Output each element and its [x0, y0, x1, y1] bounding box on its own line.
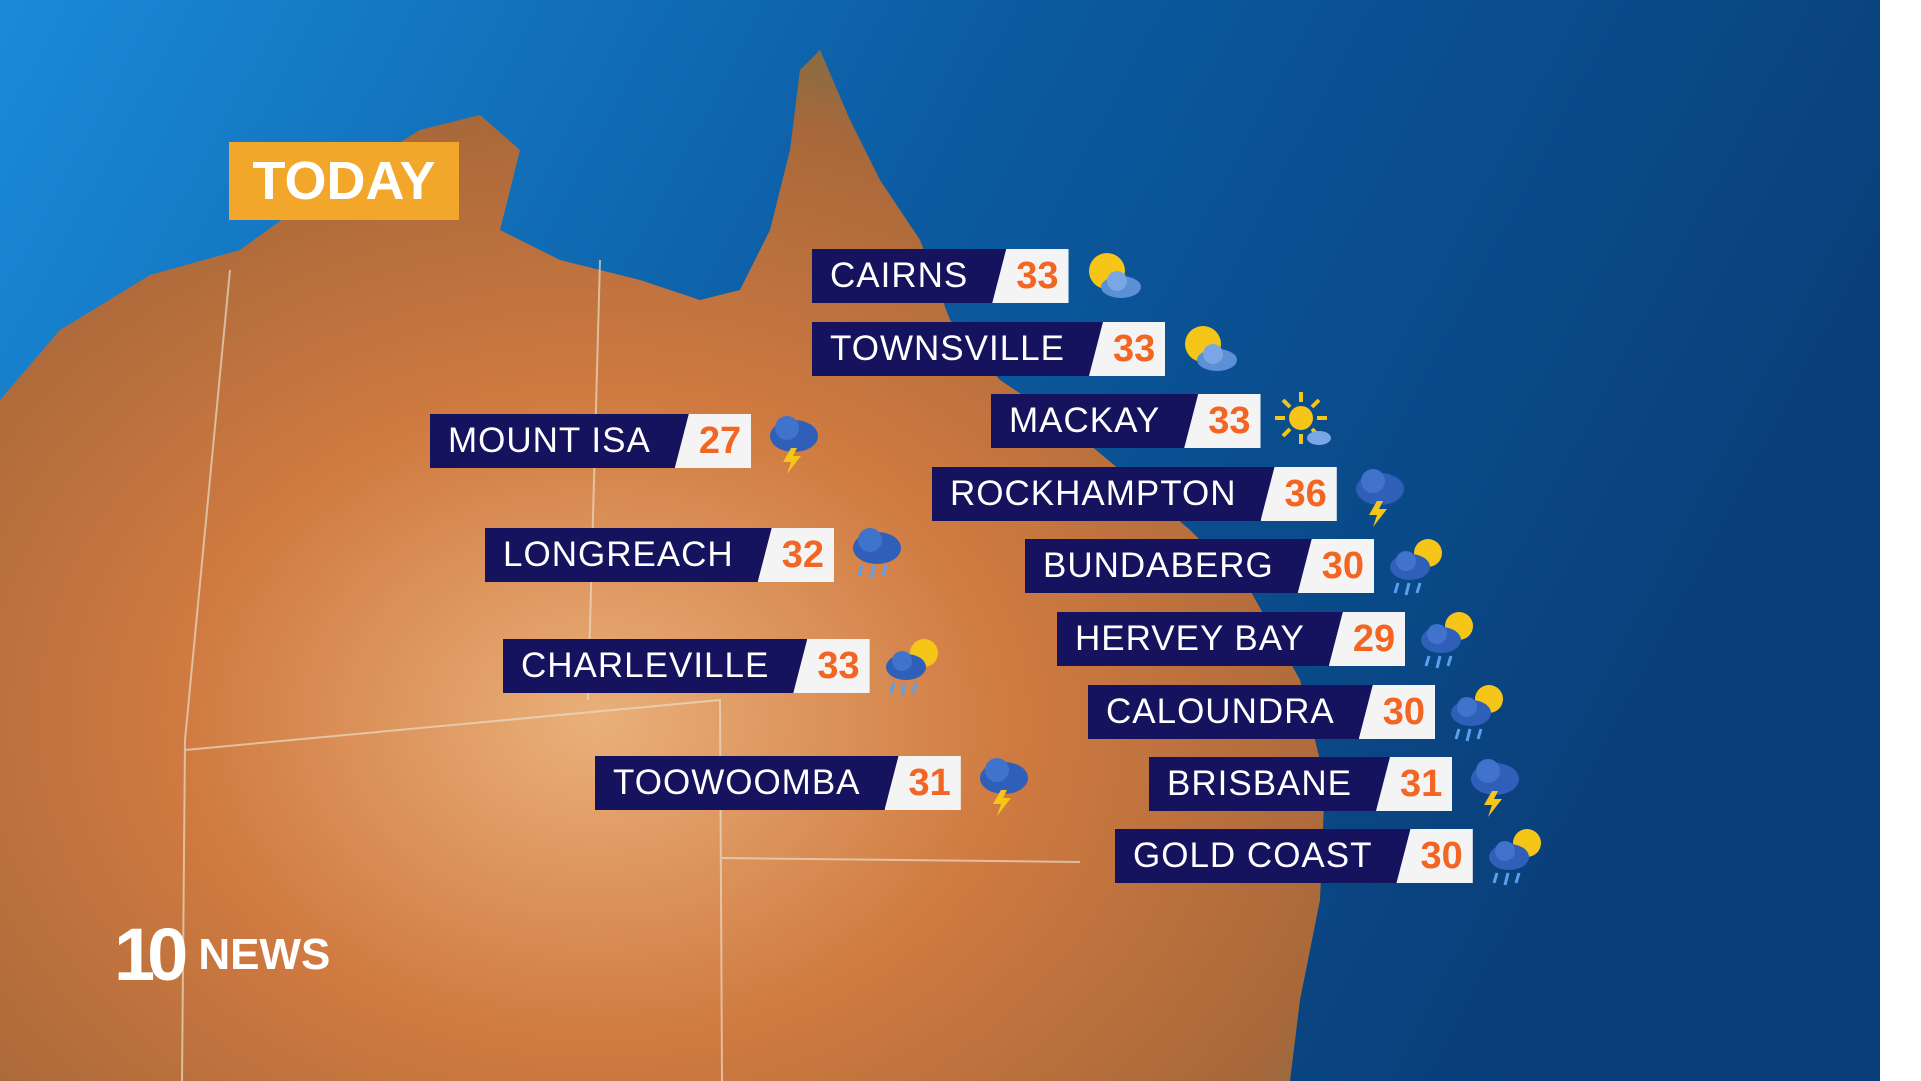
city-temperature: 30: [1358, 685, 1436, 739]
city-label: TOOWOOMBA 31: [595, 756, 1037, 816]
logo-number: 10: [114, 913, 188, 996]
showers-icon: [853, 528, 901, 579]
city-name: ROCKHAMPTON: [932, 467, 1275, 521]
city-name: LONGREACH: [485, 528, 772, 582]
city-label: CAIRNS 33: [812, 249, 1145, 303]
city-label: TOWNSVILLE 33: [812, 322, 1241, 376]
city-name: TOWNSVILLE: [812, 322, 1103, 376]
sun-showers-icon: [1390, 539, 1442, 596]
sun-showers-icon: [1488, 829, 1541, 886]
city-label: BUNDABERG 30: [1025, 539, 1450, 596]
city-temperature: 32: [757, 528, 834, 582]
city-temperature: 30: [1396, 829, 1473, 883]
city-temperature: 30: [1297, 539, 1374, 593]
city-temperature: 29: [1328, 612, 1406, 666]
state-borders: [181, 259, 1081, 1081]
city-name: BRISBANE: [1149, 757, 1390, 811]
city-label: ROCKHAMPTON 36: [932, 467, 1413, 527]
city-label: GOLD COAST 30: [1115, 829, 1549, 886]
thunderstorm-icon: [1355, 469, 1404, 527]
city-name: HERVEY BAY: [1057, 612, 1343, 666]
logo-text: NEWS: [198, 929, 331, 979]
city-name: TOOWOOMBA: [595, 756, 899, 810]
thunderstorm-icon: [770, 416, 819, 474]
city-temperature: 33: [1184, 394, 1261, 448]
partly-cloudy-icon: [1185, 326, 1238, 371]
city-temperature: 33: [992, 249, 1069, 303]
city-name: CHARLEVILLE: [503, 639, 807, 693]
city-label: CALOUNDRA 30: [1088, 685, 1511, 742]
city-name: GOLD COAST: [1115, 829, 1410, 883]
city-label: MOUNT ISA 27: [430, 414, 827, 474]
thunderstorm-icon: [1471, 759, 1520, 817]
sun-showers-icon: [1421, 612, 1474, 669]
city-name: BUNDABERG: [1025, 539, 1312, 593]
city-label: LONGREACH 32: [485, 528, 910, 582]
city-name: CALOUNDRA: [1088, 685, 1373, 739]
city-label: CHARLEVILLE 33: [503, 639, 946, 696]
city-label: MACKAY 33: [991, 392, 1337, 448]
partly-cloudy-icon: [1088, 253, 1141, 298]
sun-showers-icon: [1451, 685, 1504, 742]
city-temperature: 31: [1376, 757, 1453, 811]
city-temperature: 33: [793, 639, 870, 693]
city-label: BRISBANE 31: [1149, 757, 1528, 817]
today-title: TODAY: [229, 142, 459, 220]
city-name: MOUNT ISA: [430, 414, 689, 468]
city-temperature: 31: [884, 756, 961, 810]
mostly-sunny-icon: [1274, 392, 1331, 445]
city-temperature: 36: [1260, 467, 1337, 521]
10-news-logo: 10 NEWS: [114, 912, 330, 997]
city-label: HERVEY BAY 29: [1057, 612, 1481, 669]
city-temperature: 27: [674, 414, 752, 468]
thunderstorm-icon: [979, 758, 1028, 816]
sun-showers-icon: [885, 639, 938, 696]
city-temperature: 33: [1088, 322, 1166, 376]
city-name: MACKAY: [991, 394, 1198, 448]
city-name: CAIRNS: [812, 249, 1006, 303]
